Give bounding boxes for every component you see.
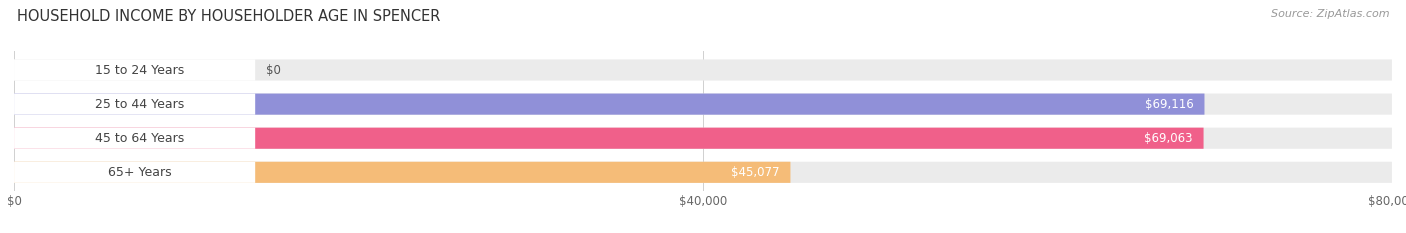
FancyBboxPatch shape [14, 93, 256, 115]
FancyBboxPatch shape [14, 162, 1392, 183]
Text: $69,063: $69,063 [1144, 132, 1192, 145]
Text: $69,116: $69,116 [1144, 98, 1194, 111]
FancyBboxPatch shape [14, 128, 256, 149]
FancyBboxPatch shape [14, 128, 1392, 149]
FancyBboxPatch shape [14, 59, 1392, 81]
Text: 45 to 64 Years: 45 to 64 Years [94, 132, 184, 145]
Text: 25 to 44 Years: 25 to 44 Years [94, 98, 184, 111]
Text: 65+ Years: 65+ Years [108, 166, 172, 179]
Text: $0: $0 [266, 64, 281, 76]
Text: $45,077: $45,077 [731, 166, 779, 179]
Text: 15 to 24 Years: 15 to 24 Years [94, 64, 184, 76]
FancyBboxPatch shape [14, 93, 1205, 115]
Text: HOUSEHOLD INCOME BY HOUSEHOLDER AGE IN SPENCER: HOUSEHOLD INCOME BY HOUSEHOLDER AGE IN S… [17, 9, 440, 24]
FancyBboxPatch shape [14, 59, 256, 81]
FancyBboxPatch shape [14, 93, 1392, 115]
FancyBboxPatch shape [14, 162, 256, 183]
FancyBboxPatch shape [14, 162, 790, 183]
Text: Source: ZipAtlas.com: Source: ZipAtlas.com [1271, 9, 1389, 19]
FancyBboxPatch shape [14, 128, 1204, 149]
